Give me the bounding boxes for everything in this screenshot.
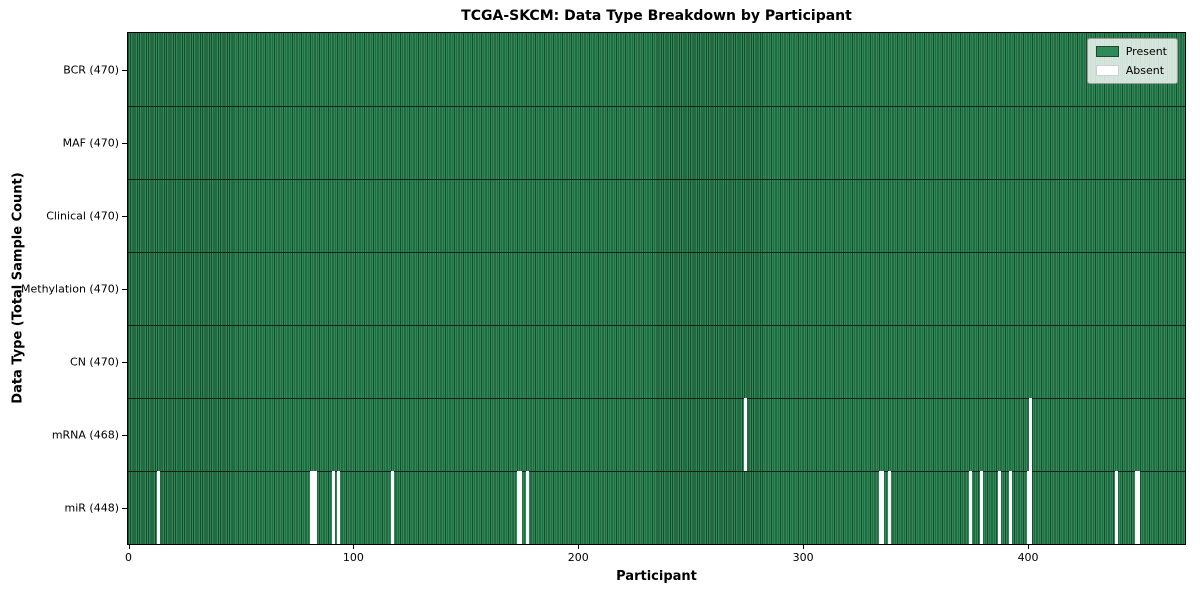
absent-cell-miR-173 [516,471,520,544]
y-tick-label-Clinical: Clinical (470) [46,209,119,223]
x-tick-label-400: 400 [1017,551,1039,564]
x-tick-label-300: 300 [792,551,814,564]
chart-title: TCGA-SKCM: Data Type Breakdown by Partic… [461,8,852,24]
x-tick-label-100: 100 [342,551,364,564]
y-tick-mark-miR [122,508,127,509]
row-divider [128,251,1185,253]
y-tick-mark-Methylation [122,289,127,290]
y-tick-label-MAF: MAF (470) [62,136,119,150]
x-tick-mark-400 [1028,545,1030,549]
y-tick-mark-Clinical [122,216,127,217]
row-divider [128,470,1185,472]
y-tick-label-Methylation: Methylation (470) [21,282,119,296]
y-tick-mark-MAF [122,143,127,144]
absent-cell-miR-439 [1114,471,1118,544]
absent-cell-miR-374 [968,471,972,544]
row-divider [128,397,1185,399]
absent-cell-miR-379 [979,471,983,544]
plot-area: Present Absent [127,32,1186,545]
row-divider [128,178,1185,180]
y-tick-label-BCR: BCR (470) [63,63,119,77]
present-swatch-icon [1095,46,1119,57]
absent-cell-miR-335 [880,471,885,544]
absent-cell-miR-400 [1027,471,1031,544]
x-tick-mark-0 [128,545,130,549]
absent-cell-miR-93 [336,471,340,544]
absent-cell-miR-338 [887,471,891,544]
x-axis-label: Participant [616,569,697,584]
absent-cell-miR-81 [309,471,313,544]
absent-cell-miR-174 [518,471,522,544]
y-tick-mark-mRNA [122,435,127,436]
absent-cell-miR-401 [1029,471,1033,544]
absent-cell-miR-448 [1135,471,1139,544]
x-tick-label-200: 200 [567,551,589,564]
y-tick-mark-BCR [122,70,127,71]
absent-cell-miR-392 [1009,471,1013,544]
absent-cell-miR-82 [312,471,316,544]
x-tick-label-0: 0 [125,551,132,564]
legend-item-absent: Absent [1095,64,1167,77]
absent-cell-miR-117 [390,471,394,544]
x-tick-mark-200 [578,545,580,549]
absent-cell-miR-449 [1137,471,1141,544]
legend-label-absent: Absent [1125,64,1165,77]
legend-label-present: Present [1125,45,1167,58]
legend-item-present: Present [1095,45,1167,58]
y-tick-label-mRNA: mRNA (468) [51,428,119,442]
x-tick-mark-100 [353,545,355,549]
absent-cell-mRNA-274 [743,398,747,471]
absent-cell-miR-13 [156,471,160,544]
absent-cell-miR-387 [997,471,1001,544]
x-tick-mark-300 [803,545,805,549]
absent-cell-miR-177 [525,471,529,544]
absent-cell-mRNA-401 [1029,398,1033,471]
legend: Present Absent [1086,38,1178,84]
row-divider [128,324,1185,326]
absent-swatch-icon [1095,65,1119,76]
y-tick-mark-CN [122,362,127,363]
y-tick-label-CN: CN (470) [70,355,119,369]
absent-cell-miR-83 [314,471,318,544]
y-tick-label-miR: miR (448) [64,501,120,515]
absent-cell-miR-91 [332,471,336,544]
absent-cell-miR-334 [878,471,882,544]
row-divider [128,105,1185,107]
